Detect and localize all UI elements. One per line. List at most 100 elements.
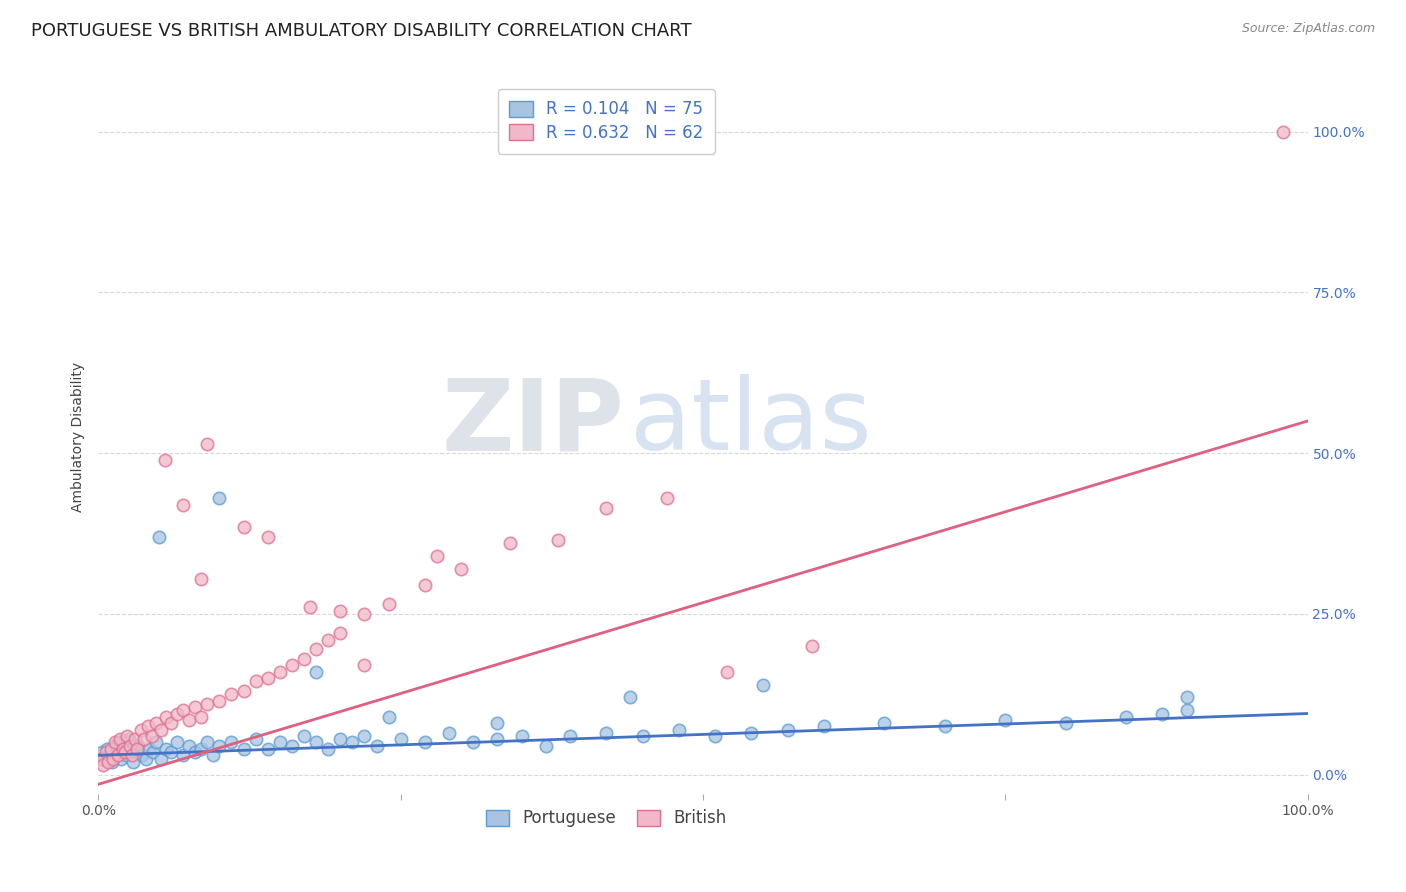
Point: [120, 742, 142, 756]
Point: [776, 723, 799, 737]
Point: [127, 742, 149, 756]
Point: [127, 739, 149, 753]
Point: [221, 735, 243, 749]
Point: [110, 751, 132, 765]
Point: [117, 729, 139, 743]
Legend: Portuguese, British: Portuguese, British: [474, 797, 738, 839]
Point: [138, 742, 160, 756]
Point: [122, 755, 145, 769]
Point: [305, 665, 328, 679]
Point: [129, 723, 152, 737]
Point: [245, 732, 267, 747]
Point: [269, 665, 291, 679]
Point: [134, 732, 156, 747]
Point: [112, 742, 135, 756]
Point: [184, 745, 207, 759]
Point: [329, 604, 352, 618]
Point: [463, 735, 485, 749]
Point: [316, 742, 339, 756]
Point: [437, 726, 460, 740]
Point: [111, 742, 134, 756]
Point: [716, 665, 738, 679]
Point: [172, 748, 194, 763]
Point: [353, 658, 375, 673]
Point: [150, 751, 173, 765]
Text: atlas: atlas: [630, 375, 872, 471]
Point: [1175, 703, 1198, 717]
Point: [107, 748, 129, 763]
Point: [256, 742, 278, 756]
Point: [1054, 716, 1077, 731]
Point: [100, 742, 122, 756]
Point: [510, 729, 533, 743]
Point: [595, 500, 617, 515]
Point: [281, 739, 304, 753]
Point: [121, 748, 143, 763]
Point: [155, 742, 177, 756]
Point: [299, 600, 322, 615]
Point: [668, 723, 690, 737]
Point: [135, 751, 157, 765]
Point: [142, 745, 165, 759]
Point: [208, 491, 231, 505]
Text: PORTUGUESE VS BRITISH AMBULATORY DISABILITY CORRELATION CHART: PORTUGUESE VS BRITISH AMBULATORY DISABIL…: [31, 22, 692, 40]
Point: [1115, 710, 1137, 724]
Point: [148, 530, 170, 544]
Point: [190, 742, 212, 756]
Point: [114, 745, 136, 759]
Point: [172, 498, 194, 512]
Point: [190, 710, 212, 724]
Point: [377, 710, 399, 724]
Point: [141, 729, 163, 743]
Point: [195, 735, 218, 749]
Point: [145, 716, 167, 731]
Point: [118, 732, 141, 747]
Point: [125, 745, 148, 759]
Point: [155, 710, 177, 724]
Point: [292, 652, 315, 666]
Point: [124, 732, 146, 747]
Point: [800, 639, 823, 653]
Point: [179, 739, 201, 753]
Point: [426, 549, 449, 563]
Point: [281, 658, 304, 673]
Point: [184, 700, 207, 714]
Point: [534, 739, 557, 753]
Point: [101, 751, 124, 765]
Point: [97, 755, 120, 769]
Point: [208, 693, 231, 707]
Point: [353, 729, 375, 743]
Point: [305, 735, 328, 749]
Point: [305, 642, 328, 657]
Point: [934, 719, 956, 733]
Point: [136, 719, 159, 733]
Point: [329, 626, 352, 640]
Point: [221, 687, 243, 701]
Point: [245, 674, 267, 689]
Point: [256, 530, 278, 544]
Point: [366, 739, 388, 753]
Point: [631, 729, 654, 743]
Point: [91, 745, 114, 759]
Point: [91, 758, 114, 772]
Point: [1175, 690, 1198, 705]
Point: [195, 697, 218, 711]
Point: [486, 732, 509, 747]
Point: [413, 735, 436, 749]
Point: [190, 572, 212, 586]
Point: [619, 690, 641, 705]
Point: [160, 745, 183, 759]
Point: [1152, 706, 1174, 721]
Point: [873, 716, 896, 731]
Point: [93, 751, 115, 765]
Point: [98, 748, 121, 763]
Point: [316, 632, 339, 647]
Point: [558, 729, 581, 743]
Point: [752, 677, 775, 691]
Point: [100, 755, 122, 769]
Point: [655, 491, 678, 505]
Point: [115, 748, 138, 763]
Point: [595, 726, 617, 740]
Point: [195, 436, 218, 450]
Point: [145, 735, 167, 749]
